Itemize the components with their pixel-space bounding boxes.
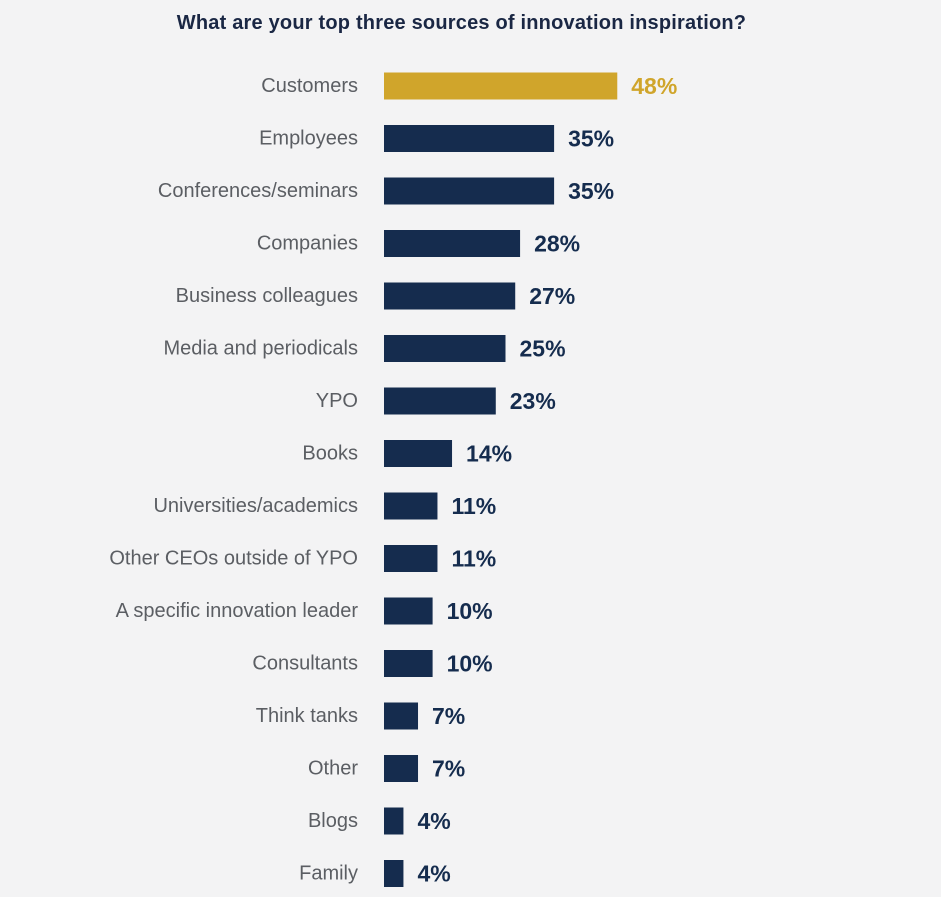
bar-row: YPO 23% <box>316 387 556 415</box>
bar <box>384 860 404 887</box>
bar-row: Business colleagues 27% <box>176 282 575 310</box>
bar-row: Books 14% <box>302 440 512 467</box>
value-label: 4% <box>417 861 450 887</box>
category-label: Media and periodicals <box>163 338 358 360</box>
bar-row: Companies 28% <box>257 230 580 257</box>
bar-row: Consultants 10% <box>252 650 493 677</box>
bar <box>384 282 516 310</box>
value-label: 4% <box>417 808 450 834</box>
value-label: 7% <box>432 756 465 782</box>
category-label: Other <box>308 758 358 780</box>
category-label: Business colleagues <box>176 285 358 307</box>
category-label: Consultants <box>252 653 358 675</box>
bar <box>384 125 555 152</box>
bar-row: Other 7% <box>308 755 465 782</box>
bar-row: Customers 48% <box>261 72 677 100</box>
bar-row: A specific innovation leader 10% <box>116 597 493 625</box>
category-label: Customers <box>261 75 358 97</box>
highlighted-bar <box>384 72 618 100</box>
bar <box>384 597 433 625</box>
bar-row: Blogs 4% <box>308 807 451 835</box>
category-label: Think tanks <box>256 705 358 727</box>
bar-row: Family 4% <box>299 860 451 887</box>
bar <box>384 492 438 520</box>
bar-row: Universities/academics 11% <box>153 492 496 520</box>
value-label: 25% <box>520 336 566 362</box>
category-label: Family <box>299 863 358 885</box>
bar <box>384 440 453 467</box>
bar-row: Employees 35% <box>259 125 614 152</box>
bar <box>384 177 555 205</box>
bars-layer: Customers 48%Employees 35%Conferences/semi… <box>109 72 677 887</box>
bar <box>384 650 433 677</box>
value-label: 35% <box>568 178 614 204</box>
category-label: Conferences/seminars <box>158 180 358 202</box>
value-label: 23% <box>510 388 556 414</box>
category-label: Employees <box>259 128 358 150</box>
category-label: YPO <box>316 390 358 412</box>
value-label: 10% <box>447 598 493 624</box>
bar <box>384 230 521 257</box>
bar-row: Media and periodicals 25% <box>163 335 566 362</box>
value-label: 27% <box>529 283 575 309</box>
category-label: Companies <box>257 233 358 255</box>
bar <box>384 545 438 572</box>
value-label: 10% <box>447 651 493 677</box>
value-label: 7% <box>432 703 465 729</box>
chart-title: What are your top three sources of innov… <box>176 12 747 34</box>
value-label: 11% <box>451 546 496 572</box>
category-label: Universities/academics <box>153 495 358 517</box>
bar <box>384 335 506 362</box>
value-label: 28% <box>534 231 580 257</box>
value-label: 35% <box>568 126 614 152</box>
bar-row: Think tanks 7% <box>256 702 465 730</box>
category-label: Other CEOs outside of YPO <box>109 548 358 570</box>
value-label: 11% <box>451 493 496 519</box>
bar <box>384 807 404 835</box>
bar <box>384 702 419 730</box>
bar-row: Conferences/seminars 35% <box>158 177 614 205</box>
bar <box>384 755 419 782</box>
category-label: A specific innovation leader <box>116 600 359 622</box>
value-label: 48% <box>631 73 677 99</box>
category-label: Books <box>302 443 358 465</box>
bar-row: Other CEOs outside of YPO 11% <box>109 545 496 572</box>
bar <box>384 387 496 415</box>
category-label: Blogs <box>308 810 358 832</box>
value-label: 14% <box>466 441 512 467</box>
